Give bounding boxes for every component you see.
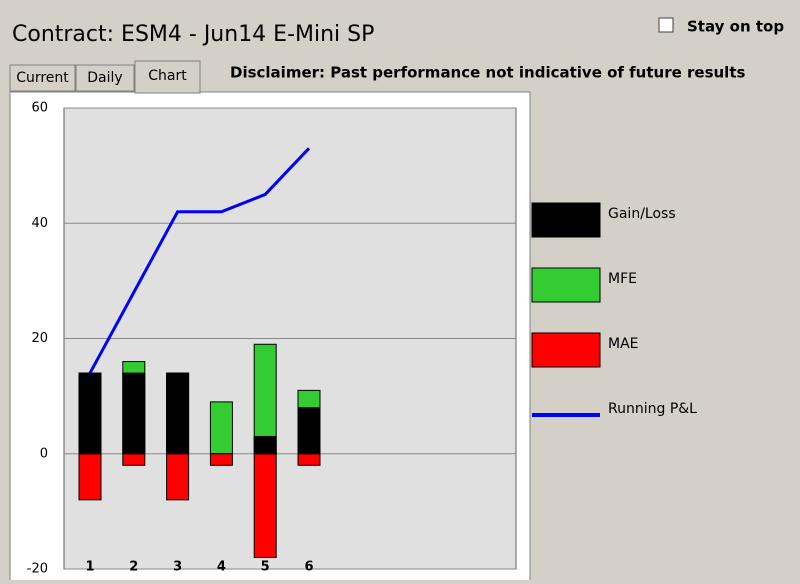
y-tick-label: 40 [31,216,48,231]
bar [297,453,321,466]
x-tick-label: 2 [129,560,138,575]
legend-swatch [531,267,601,303]
bar [78,453,102,501]
legend-label: Gain/Loss [608,206,676,222]
bar [297,407,321,455]
tab-label[interactable]: Current [16,70,69,86]
bar [122,372,146,455]
bar [209,453,233,466]
bar [166,372,190,455]
window-title: Contract: ESM4 - Jun14 E-Mini SP [12,22,374,47]
legend-label: Running P&L [608,401,697,417]
x-tick-label: 6 [304,560,313,575]
y-tick-label: 20 [31,331,48,346]
bar [253,453,277,558]
x-tick-label: 1 [85,560,94,575]
x-tick-label: 5 [261,560,270,575]
legend-swatch [531,332,601,368]
bar [166,453,190,501]
y-tick-label: -20 [27,562,48,577]
tab[interactable] [9,64,76,92]
tab-label[interactable]: Daily [87,70,122,86]
bar [253,435,277,455]
tab[interactable] [134,60,201,94]
legend-label: MFE [608,271,637,287]
checkbox[interactable] [658,17,674,33]
legend-label: MAE [608,336,639,352]
x-tick-label: 4 [217,560,226,575]
bar [78,372,102,455]
line [88,147,311,374]
disclaimer: Disclaimer: Past performance not indicat… [230,64,745,82]
y-tick-label: 0 [40,446,48,461]
bar [209,401,233,455]
tab-label[interactable]: Chart [148,68,187,84]
tab[interactable] [75,64,135,92]
x-tick-label: 3 [173,560,182,575]
checkbox-label[interactable]: Stay on top [687,18,784,36]
y-tick-label: 60 [31,101,48,116]
bar [122,453,146,466]
legend-swatch [531,202,601,238]
